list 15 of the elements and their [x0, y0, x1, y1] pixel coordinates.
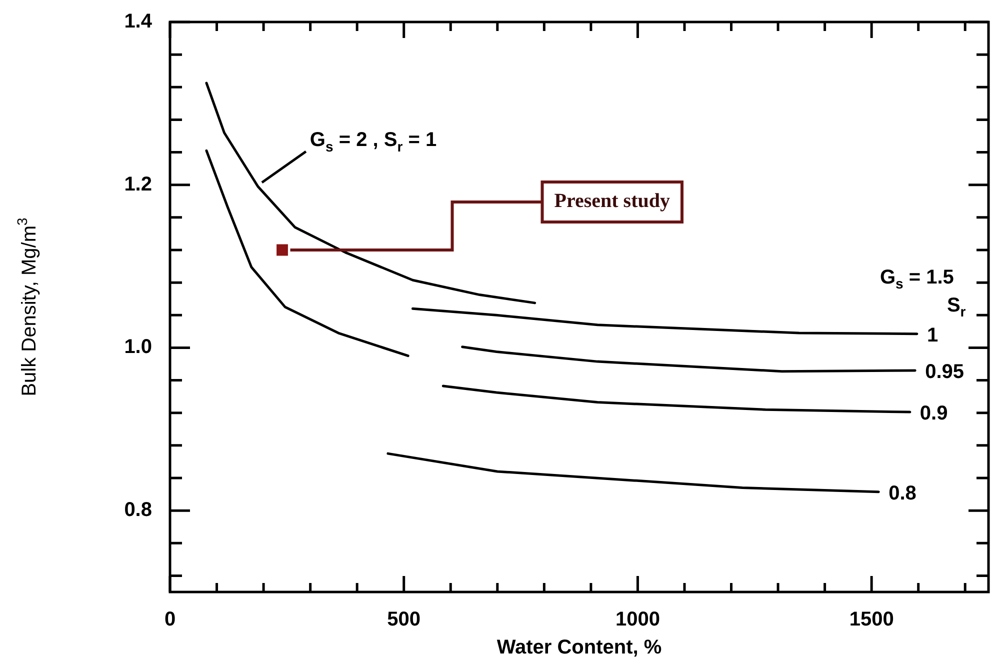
y-tick-label: 1.4 [124, 10, 153, 33]
series-label: 0.8 [888, 482, 916, 504]
x-tick-label: 1000 [615, 608, 660, 631]
y-axis-title: Bulk Density, Mg/m3 [14, 218, 41, 396]
x-tick-label: 500 [387, 608, 421, 631]
x-tick-label: 1500 [849, 608, 894, 631]
annotation: Present study [554, 190, 670, 212]
legend-label: 0.9 [920, 402, 948, 425]
x-tick-label: 0 [164, 608, 176, 631]
y-tick-label: 0.8 [124, 499, 152, 522]
legend-label: 0.95 [925, 361, 964, 384]
legend-label: 1 [926, 324, 938, 346]
y-tick-label: 1.2 [124, 173, 152, 196]
x-axis-title: Water Content, % [496, 636, 662, 659]
y-tick-label: 1.0 [124, 336, 152, 358]
